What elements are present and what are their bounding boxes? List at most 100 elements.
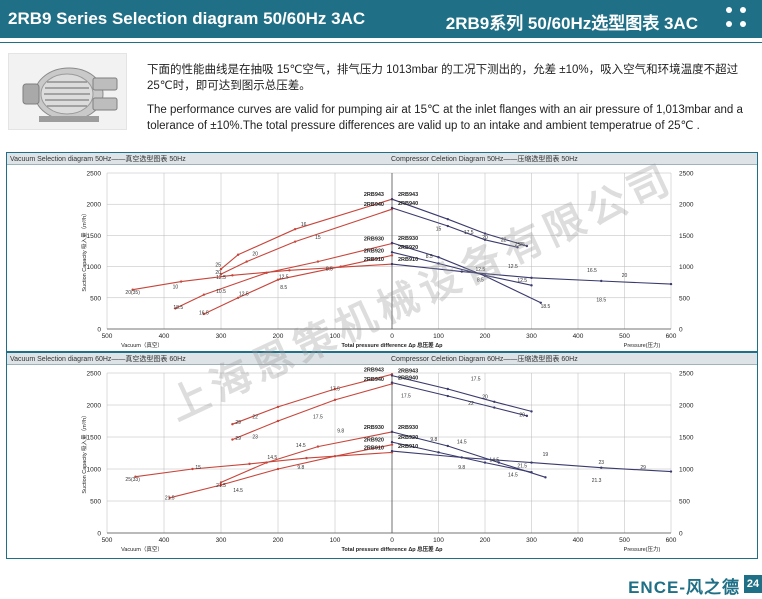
- data-point-compressor: [437, 256, 440, 259]
- data-point-compressor: [544, 476, 547, 479]
- data-point-compressor: [483, 461, 487, 464]
- y-tick-label-right: 2000: [679, 202, 694, 209]
- data-point-compressor: [483, 274, 487, 277]
- x-tick-label-left: 100: [330, 333, 341, 340]
- data-point-vacuum: [236, 296, 240, 299]
- power-annotation: 23: [252, 434, 258, 440]
- data-point-compressor: [483, 238, 487, 241]
- series-line-vacuum-2rb930: [220, 431, 393, 483]
- x-tick-label-right: 600: [666, 537, 677, 544]
- data-point-vacuum: [390, 254, 394, 257]
- data-point-compressor: [516, 246, 519, 249]
- x-tick-label-left: 400: [159, 537, 170, 544]
- series-label-vacuum: 2RB910: [364, 445, 384, 451]
- series-line-compressor-2rb930: [391, 242, 542, 304]
- power-annotation: 12.5: [279, 274, 289, 280]
- header-bar: 2RB9 Series Selection diagram 50/60Hz 3A…: [0, 0, 762, 38]
- data-point-vacuum: [179, 280, 183, 283]
- y-tick-label-right: 0: [679, 327, 683, 334]
- data-point-vacuum: [305, 456, 308, 460]
- page-title-cn: 2RB9系列 50/60Hz选型图表 3AC: [445, 14, 698, 33]
- data-point-compressor: [530, 471, 533, 474]
- data-point-vacuum: [219, 272, 223, 276]
- y-tick-label-left: 0: [97, 531, 101, 538]
- data-point-vacuum: [248, 462, 251, 466]
- power-annotation: 10: [173, 284, 179, 290]
- x-axis-label-total: Total pressure difference Δp 总压差 Δp: [341, 545, 443, 553]
- series-line-vacuum-2rb940: [220, 208, 393, 275]
- power-annotation: 25: [215, 263, 221, 269]
- power-annotation: 16.5: [199, 311, 209, 317]
- y-tick-label-right: 2500: [679, 371, 694, 378]
- brand-logo: ENCE-风之德: [628, 578, 740, 597]
- power-annotation: 22: [468, 401, 474, 407]
- data-point-vacuum: [390, 443, 394, 446]
- intro-text-en: The performance curves are valid for pum…: [147, 104, 743, 132]
- y-axis-label: Suction Capacity 吸入量（m³/h）: [81, 412, 88, 493]
- data-point-compressor: [390, 262, 394, 266]
- y-tick-label-right: 1000: [679, 467, 694, 474]
- power-annotation: 21.3: [592, 478, 602, 484]
- x-tick-label-right: 300: [526, 333, 537, 340]
- data-point-vacuum: [168, 496, 171, 499]
- power-annotation: 19: [543, 452, 549, 458]
- data-point-compressor: [390, 206, 394, 210]
- data-point-compressor: [530, 410, 533, 413]
- x-tick-label-left: 0: [390, 537, 394, 544]
- y-tick-label-right: 2000: [679, 403, 694, 410]
- y-tick-label-right: 1500: [679, 435, 694, 442]
- series-line-compressor-2rb940: [391, 382, 528, 417]
- power-annotation: 12.5: [239, 291, 249, 297]
- power-annotation: 17.5: [330, 386, 340, 392]
- data-point-compressor: [390, 381, 394, 384]
- series-line-vacuum-2rb910: [132, 263, 393, 291]
- power-annotation: 22: [252, 414, 258, 420]
- data-point-compressor: [390, 449, 394, 453]
- data-point-vacuum: [202, 312, 206, 316]
- data-point-vacuum: [219, 483, 223, 487]
- data-point-vacuum: [231, 423, 234, 426]
- series-label-compressor: 2RB930: [398, 425, 418, 431]
- data-point-compressor: [446, 387, 449, 391]
- data-point-compressor: [530, 461, 533, 464]
- data-point-compressor: [446, 224, 449, 228]
- series-label-compressor: 2RB920: [398, 435, 418, 441]
- power-annotation: 14.5: [508, 473, 518, 479]
- power-annotation: 8.5: [426, 254, 433, 260]
- y-axis-label: Suction Capacity 吸入量（m³/h）: [81, 210, 88, 291]
- series-label-vacuum: 2RB920: [364, 248, 384, 254]
- power-annotation: 21.5: [517, 464, 527, 470]
- series-label-compressor: 2RB910: [398, 444, 418, 450]
- x-tick-label-left: 300: [216, 333, 227, 340]
- x-tick-label-right: 100: [433, 333, 444, 340]
- x-axis-label-vacuum: Vacuum（真空）: [121, 545, 163, 553]
- series-line-vacuum-2rb943: [232, 373, 393, 425]
- data-point-compressor: [437, 451, 440, 454]
- data-point-vacuum: [245, 260, 248, 263]
- series-label-compressor: 2RB930: [398, 236, 418, 242]
- power-annotation: 9.8: [337, 429, 344, 435]
- chart-panel-50hz: Vacuum Selection diagram 50Hz——真空选型图表 50…: [6, 152, 758, 352]
- x-tick-label-right: 300: [526, 537, 537, 544]
- data-point-vacuum: [231, 274, 234, 277]
- y-tick-label-right: 1500: [679, 233, 694, 240]
- power-annotation: 29: [235, 420, 241, 426]
- x-tick-label-right: 500: [619, 537, 630, 544]
- data-point-compressor: [525, 414, 529, 418]
- x-axis-label-pressure: Pressure(压力): [624, 545, 661, 553]
- series-line-vacuum-2rb940: [232, 383, 393, 441]
- power-annotation: 14.5: [267, 455, 277, 461]
- power-annotation: 18.5: [596, 298, 606, 304]
- y-tick-label-left: 1000: [87, 467, 102, 474]
- power-annotation: 20: [482, 395, 488, 401]
- data-point-compressor: [483, 232, 487, 235]
- power-annotation: 25: [515, 242, 521, 248]
- power-annotation: 21.5: [216, 483, 226, 489]
- series-line-vacuum-2rb943: [220, 198, 393, 270]
- chart-title-vacuum-60hz: Vacuum Selection diagram 60Hz——真空选型图表 60…: [10, 356, 186, 363]
- power-annotation: 29: [519, 413, 525, 419]
- data-point-vacuum: [316, 260, 320, 263]
- data-point-compressor: [390, 198, 394, 201]
- chart-title-bar-60hz: Vacuum Selection diagram 60Hz——真空选型图表 60…: [7, 353, 757, 365]
